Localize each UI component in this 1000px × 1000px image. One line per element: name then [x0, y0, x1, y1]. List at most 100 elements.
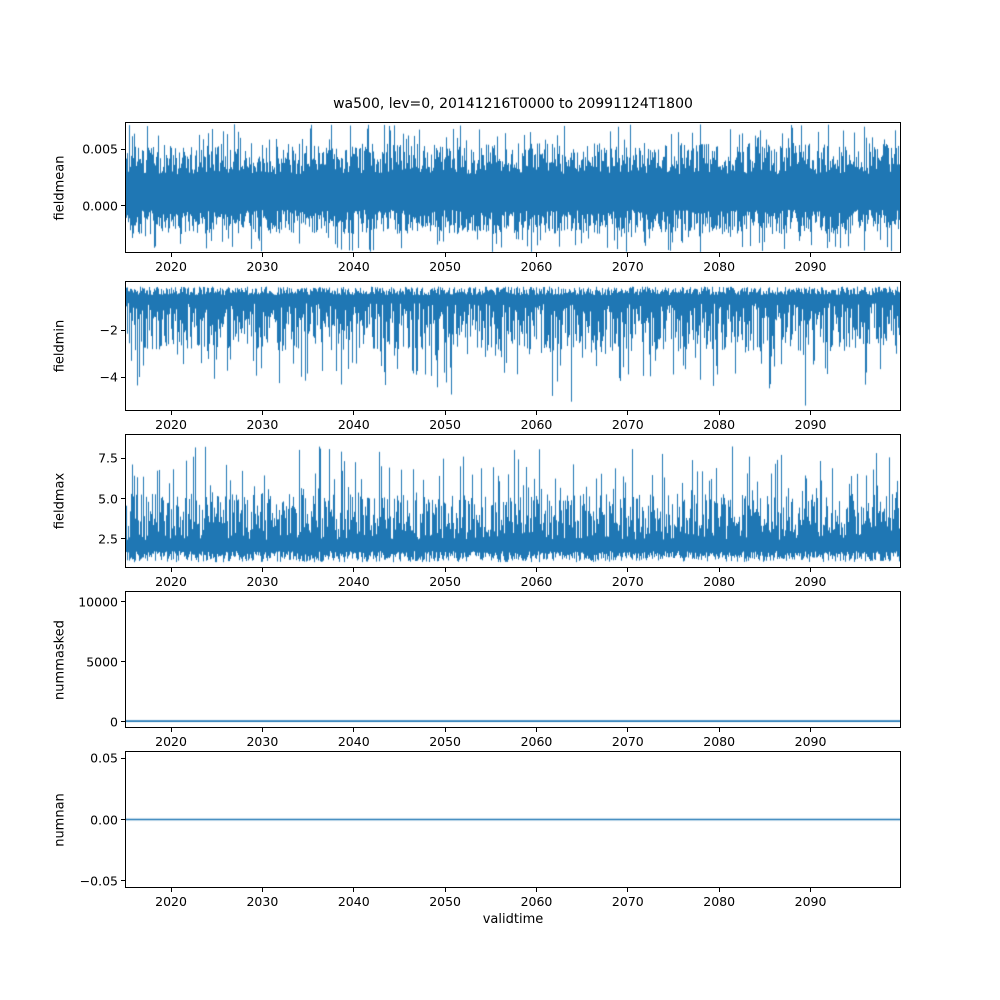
x-tick-label: 2020 — [155, 417, 187, 432]
y-tick-label: −2 — [99, 322, 118, 338]
x-tick-mark — [627, 411, 629, 415]
x-tick-mark — [718, 253, 720, 257]
y-tick-mark — [121, 757, 125, 759]
y-tick-mark — [121, 819, 125, 820]
x-tick-mark — [718, 568, 720, 572]
x-tick-label: 2050 — [429, 259, 462, 274]
y-tick-mark — [121, 329, 125, 331]
x-tick-label: 2050 — [429, 417, 462, 432]
plot-box-fieldmin — [125, 281, 901, 411]
x-tick-label: 2070 — [611, 894, 644, 909]
x-tick-label: 2040 — [337, 574, 370, 589]
x-axis-label: validtime — [482, 912, 544, 927]
x-tick-mark — [535, 728, 537, 732]
x-tick-label: 2020 — [155, 259, 187, 274]
x-tick-mark — [353, 253, 355, 257]
x-tick-label: 2090 — [794, 259, 827, 274]
x-tick-label: 2040 — [337, 894, 370, 909]
x-tick-label: 2060 — [520, 417, 553, 432]
y-tick-mark — [121, 498, 125, 500]
plot-canvas-fieldmax — [126, 435, 900, 567]
x-tick-label: 2030 — [246, 894, 279, 909]
y-tick-label: 5.0 — [98, 491, 118, 507]
y-tick-label: 5000 — [86, 654, 118, 670]
x-tick-mark — [810, 888, 812, 892]
plot-box-nummasked — [125, 591, 901, 728]
x-tick-label: 2080 — [703, 734, 736, 749]
x-tick-mark — [261, 253, 263, 257]
x-tick-label: 2080 — [703, 259, 736, 274]
y-tick-label: 0.05 — [90, 750, 118, 766]
x-tick-mark — [444, 728, 446, 732]
x-tick-mark — [810, 253, 812, 257]
x-tick-label: 2090 — [794, 417, 827, 432]
x-tick-label: 2070 — [611, 259, 644, 274]
x-tick-label: 2020 — [155, 734, 187, 749]
x-tick-label: 2020 — [155, 574, 187, 589]
y-tick-label: 0 — [110, 714, 118, 730]
x-tick-label: 2080 — [703, 574, 736, 589]
plot-canvas-nummasked — [126, 592, 900, 727]
x-tick-mark — [810, 411, 812, 415]
x-tick-mark — [535, 888, 537, 892]
y-tick-mark — [121, 457, 125, 459]
x-tick-mark — [718, 888, 720, 892]
x-tick-label: 2070 — [611, 734, 644, 749]
x-tick-mark — [170, 728, 172, 732]
plot-canvas-fieldmin — [126, 282, 900, 410]
x-tick-label: 2040 — [337, 417, 370, 432]
plot-box-fieldmax — [125, 434, 901, 568]
x-tick-label: 2060 — [520, 259, 553, 274]
y-tick-label: 0.005 — [82, 141, 118, 157]
x-tick-label: 2060 — [520, 574, 553, 589]
x-tick-label: 2090 — [794, 574, 827, 589]
y-tick-mark — [121, 721, 125, 723]
x-tick-mark — [627, 253, 629, 257]
x-tick-label: 2080 — [703, 417, 736, 432]
x-tick-mark — [535, 253, 537, 257]
x-tick-label: 2030 — [246, 259, 279, 274]
y-tick-mark — [121, 148, 125, 150]
x-tick-label: 2050 — [429, 574, 462, 589]
x-tick-mark — [718, 728, 720, 732]
plot-canvas-numnan — [126, 752, 900, 887]
x-tick-label: 2090 — [794, 894, 827, 909]
x-tick-mark — [261, 728, 263, 732]
x-tick-label: 2070 — [611, 574, 644, 589]
x-tick-mark — [444, 253, 446, 257]
y-tick-label: 10000 — [78, 594, 118, 610]
x-tick-mark — [627, 888, 629, 892]
y-tick-label: −0.05 — [79, 873, 118, 889]
x-tick-label: 2030 — [246, 417, 279, 432]
plot-box-fieldmean — [125, 122, 901, 253]
y-tick-mark — [121, 205, 125, 207]
y-tick-label: 2.5 — [98, 531, 118, 547]
x-tick-mark — [718, 411, 720, 415]
y-tick-label: 0.00 — [90, 812, 118, 827]
x-tick-mark — [170, 411, 172, 415]
x-tick-mark — [261, 888, 263, 892]
plot-box-numnan — [125, 751, 901, 888]
plot-canvas-fieldmean — [126, 123, 900, 252]
x-tick-label: 2030 — [246, 574, 279, 589]
x-tick-label: 2040 — [337, 734, 370, 749]
figure-title: wa500, lev=0, 20141216T0000 to 20991124T… — [333, 96, 693, 112]
x-tick-mark — [444, 568, 446, 572]
y-tick-mark — [121, 376, 125, 378]
y-tick-mark — [121, 661, 125, 663]
x-tick-mark — [535, 568, 537, 572]
x-tick-mark — [353, 888, 355, 892]
x-tick-mark — [353, 568, 355, 572]
x-tick-mark — [170, 253, 172, 257]
x-tick-label: 2040 — [337, 259, 370, 274]
x-tick-label: 2050 — [429, 734, 462, 749]
x-tick-label: 2090 — [794, 734, 827, 749]
y-tick-label: 7.5 — [98, 450, 118, 466]
x-tick-mark — [261, 568, 263, 572]
x-tick-mark — [627, 568, 629, 572]
x-tick-label: 2020 — [155, 894, 187, 909]
y-tick-mark — [121, 880, 125, 882]
x-tick-label: 2070 — [611, 417, 644, 432]
y-tick-mark — [121, 601, 125, 603]
